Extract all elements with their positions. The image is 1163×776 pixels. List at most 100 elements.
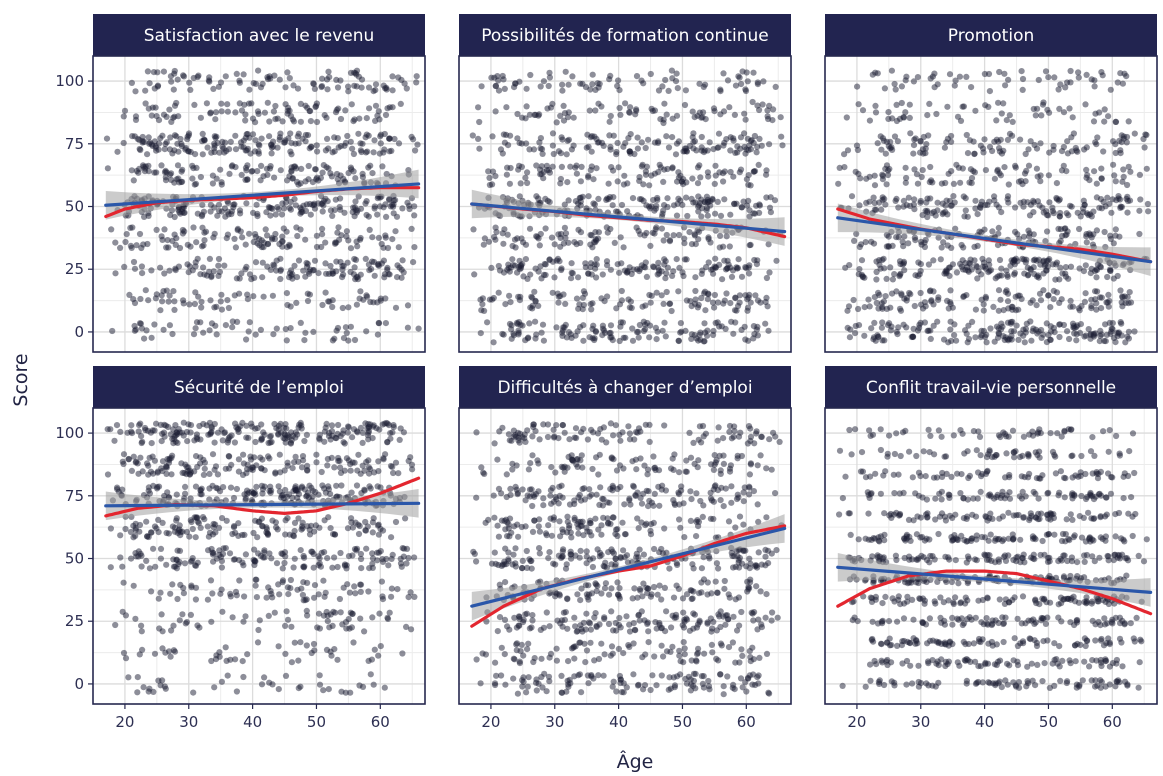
data-point	[1040, 270, 1047, 277]
data-point	[319, 208, 326, 215]
data-point	[206, 419, 213, 426]
data-point	[523, 547, 530, 555]
data-point	[207, 297, 214, 304]
data-point	[187, 517, 194, 524]
data-point	[284, 616, 292, 623]
data-point	[403, 560, 410, 567]
data-point	[742, 679, 749, 686]
data-point	[379, 596, 387, 603]
data-point	[139, 646, 146, 654]
data-point	[128, 244, 135, 251]
data-point	[1122, 299, 1129, 306]
data-point	[715, 565, 722, 572]
data-point	[313, 243, 321, 251]
data-point	[322, 589, 329, 596]
data-point	[477, 680, 484, 687]
data-point	[301, 437, 308, 445]
data-point	[357, 581, 365, 588]
data-point	[218, 108, 225, 115]
data-point	[1061, 225, 1068, 232]
y-tick-label: 75	[65, 135, 84, 153]
data-point	[189, 175, 196, 182]
data-point	[252, 231, 259, 238]
data-point	[663, 111, 670, 118]
data-point	[254, 210, 261, 217]
data-point	[691, 611, 699, 618]
data-point	[522, 174, 529, 181]
data-point	[300, 564, 307, 571]
data-point	[303, 259, 310, 267]
data-point	[484, 319, 491, 326]
data-point	[965, 322, 972, 329]
data-point	[1058, 167, 1066, 174]
data-point	[185, 269, 192, 276]
data-point	[304, 297, 312, 305]
data-point	[753, 583, 760, 590]
data-point	[505, 557, 512, 565]
linear-fit-line	[104, 501, 421, 508]
data-point	[546, 69, 553, 76]
data-point	[627, 104, 634, 111]
data-point	[528, 565, 535, 572]
data-point	[730, 173, 737, 180]
data-point	[998, 209, 1005, 216]
data-point	[542, 225, 549, 232]
data-point	[185, 148, 192, 155]
data-point	[132, 113, 140, 120]
data-point	[378, 240, 385, 248]
data-point	[750, 335, 757, 342]
data-point	[625, 296, 632, 303]
data-point	[295, 181, 302, 188]
data-point	[272, 116, 279, 123]
data-point	[197, 114, 204, 121]
data-point	[691, 231, 698, 238]
data-point	[933, 110, 940, 118]
data-point	[943, 139, 950, 146]
data-point	[730, 681, 737, 689]
data-point	[930, 288, 937, 295]
data-point	[562, 230, 570, 237]
data-point	[408, 225, 415, 232]
data-point	[676, 231, 683, 239]
data-point	[894, 331, 901, 338]
data-point	[281, 467, 288, 474]
data-point	[704, 212, 711, 219]
data-point	[1101, 118, 1108, 125]
data-point	[997, 296, 1004, 303]
data-point	[743, 688, 750, 695]
data-point	[158, 611, 165, 618]
data-point	[358, 565, 365, 572]
data-point	[703, 193, 711, 200]
data-point	[1105, 113, 1112, 120]
data-point	[669, 134, 676, 141]
data-point	[515, 319, 523, 326]
data-point	[347, 268, 354, 276]
data-point	[211, 439, 218, 446]
data-point	[592, 265, 599, 272]
data-point	[589, 71, 596, 78]
data-point	[1029, 328, 1036, 335]
data-point	[176, 179, 183, 186]
data-point	[150, 69, 157, 76]
data-point	[295, 657, 302, 664]
data-point	[310, 550, 317, 558]
data-point	[1016, 292, 1023, 299]
data-point	[501, 651, 508, 658]
data-point	[128, 428, 135, 435]
data-point	[207, 431, 214, 438]
data-point	[710, 618, 717, 626]
data-point	[173, 491, 180, 498]
data-point	[236, 275, 243, 282]
data-point	[279, 565, 286, 572]
data-point	[347, 245, 355, 252]
data-point	[190, 74, 197, 82]
data-point	[639, 303, 646, 310]
data-point	[873, 268, 880, 276]
data-point	[705, 259, 712, 266]
data-point	[379, 527, 387, 534]
data-point	[600, 672, 607, 679]
data-point	[856, 202, 863, 209]
data-point	[311, 582, 319, 589]
data-point	[512, 563, 520, 570]
data-point	[1104, 273, 1111, 281]
